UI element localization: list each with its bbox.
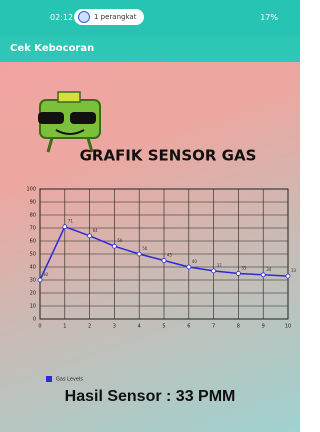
x-tick-label: 8 [237, 324, 240, 330]
x-tick-label: 7 [212, 324, 215, 330]
x-tick-label: 1 [63, 324, 66, 330]
data-point [112, 244, 116, 248]
y-tick-label: 50 [30, 252, 36, 258]
value-label: 37 [217, 263, 223, 268]
value-label: 40 [192, 259, 198, 264]
result-text: Hasil Sensor : 33 PMM [0, 388, 300, 406]
y-tick-label: 90 [30, 200, 36, 206]
data-point [162, 259, 166, 263]
y-tick-label: 60 [30, 239, 36, 245]
y-tick-label: 70 [30, 226, 36, 232]
x-tick-label: 6 [187, 324, 190, 330]
value-label: 35 [241, 266, 247, 271]
x-tick-label: 5 [162, 324, 165, 330]
chart-title: GRAFIK SENSOR GAS [80, 147, 257, 165]
y-tick-label: 40 [30, 265, 36, 271]
y-tick-label: 30 [30, 278, 36, 284]
value-label: 45 [167, 253, 173, 258]
data-point [88, 234, 92, 238]
y-tick-label: 10 [30, 304, 36, 310]
x-tick-label: 9 [262, 324, 265, 330]
legend-label: Gas Levels [56, 377, 83, 383]
x-tick-label: 10 [285, 324, 291, 330]
value-label: 56 [117, 238, 123, 243]
chart: GRAFIK SENSOR GAS 0102030405060708090100… [0, 0, 300, 432]
data-point [261, 273, 265, 277]
value-label: 33 [291, 268, 297, 273]
x-tick-label: 4 [138, 324, 141, 330]
x-tick-label: 3 [113, 324, 116, 330]
data-point [236, 272, 240, 276]
legend-swatch [46, 376, 52, 382]
data-point [212, 269, 216, 273]
data-point [38, 278, 42, 282]
screen: 02:12 1 perangkat 17% Cek Kebocoran GRAF… [0, 0, 300, 432]
value-label: 50 [142, 246, 148, 251]
data-point [137, 252, 141, 256]
x-tick-label: 2 [88, 324, 91, 330]
value-label: 30 [43, 272, 49, 277]
gas-mascot [38, 92, 100, 152]
value-label: 34 [266, 267, 272, 272]
x-tick-label: 0 [38, 324, 41, 330]
data-point [187, 265, 191, 269]
y-tick-label: 0 [33, 317, 36, 323]
value-label: 71 [68, 219, 74, 224]
y-tick-label: 80 [30, 213, 36, 219]
value-label: 64 [93, 228, 99, 233]
y-tick-label: 20 [30, 291, 36, 297]
data-point [63, 225, 67, 229]
data-point [286, 274, 290, 278]
y-tick-label: 100 [26, 187, 36, 193]
